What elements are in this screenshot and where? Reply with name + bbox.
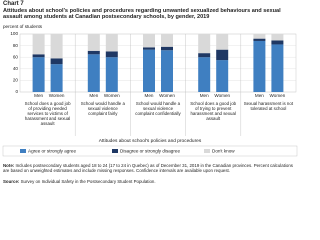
bar-segment — [143, 49, 155, 92]
group-label: School does a good job of trying to prev… — [190, 101, 237, 121]
note-text: Includes postsecondary students aged 18 … — [3, 163, 293, 174]
bar-segment — [161, 46, 173, 51]
legend-label: Disagree or strongly disagree — [120, 149, 180, 154]
bar-segment — [216, 34, 229, 50]
group-label: Sexual harassment is not tolerated at sc… — [243, 101, 294, 111]
bar-segment — [161, 34, 173, 47]
y-axis-title: percent of students — [3, 24, 43, 29]
x-tick-label: Women — [49, 93, 65, 98]
bar-segment — [87, 34, 100, 51]
legend-swatch — [204, 149, 210, 153]
x-tick-label: Men — [34, 93, 43, 98]
bar-segment — [161, 50, 173, 92]
bar-segment — [50, 34, 63, 59]
bar-segment — [105, 34, 118, 52]
legend-label: Agree or strongly agree — [28, 149, 76, 154]
x-tick-label: Women — [270, 93, 286, 98]
chart-number: Chart 7 — [3, 1, 24, 7]
source-text: Survey on Individual Safety in the Posts… — [20, 179, 156, 184]
source: Source: Survey on Individual Safety in t… — [3, 179, 297, 184]
bar-segment — [32, 57, 45, 92]
bar-segment — [198, 57, 211, 92]
x-axis-title: Attitudes about school's policies and pr… — [98, 139, 202, 144]
bar-segment — [253, 38, 266, 41]
legend-swatch — [20, 149, 26, 153]
bar-segment — [198, 53, 211, 58]
bar-segment — [143, 47, 155, 50]
x-tick-label: Women — [214, 93, 230, 98]
bar-segment — [253, 34, 266, 39]
bar-segment — [216, 60, 229, 92]
bar-segment — [198, 34, 211, 54]
x-tick-label: Men — [89, 93, 98, 98]
bar-segment — [253, 40, 266, 92]
bar-segment — [271, 40, 284, 45]
bar-segment — [143, 34, 155, 48]
bar-segment — [32, 54, 45, 58]
x-tick-label: Women — [159, 93, 175, 98]
bar-segment — [50, 58, 63, 65]
y-tick-label: 0 — [15, 89, 18, 94]
group-label: School does a good job of providing need… — [24, 101, 71, 126]
bar-segment — [271, 44, 284, 92]
x-tick-label: Women — [104, 93, 120, 98]
bar-segment — [271, 34, 284, 41]
y-tick-label: 100 — [10, 31, 18, 36]
bar-segment — [105, 51, 118, 58]
bar-segment — [50, 64, 63, 92]
x-tick-label: Men — [200, 93, 209, 98]
legend-swatch — [112, 149, 118, 153]
bar-segment — [32, 34, 45, 55]
bar-segment — [87, 50, 100, 55]
y-tick-label: 80 — [13, 43, 19, 48]
bar-segment — [87, 54, 100, 92]
chart-title: Attitudes about school's policies and pr… — [3, 8, 281, 21]
y-tick-label: 40 — [13, 66, 19, 71]
note-label: Note: — [3, 163, 15, 168]
bar-segment — [105, 57, 118, 92]
legend-label: Don't know — [212, 149, 235, 154]
source-label: Source: — [3, 179, 20, 184]
legend-box — [2, 145, 298, 157]
note: Note: Includes postsecondary students ag… — [3, 163, 297, 173]
page: {"chart_data": {"type": "stacked-bar", "… — [2, 1, 298, 184]
y-tick-label: 20 — [13, 78, 19, 83]
group-label: School would handle a sexual violence co… — [135, 101, 181, 116]
chart: 0 20 40 60 80 100 Men Women Men Women Men Women Men W… — [2, 31, 298, 157]
bar-segment — [216, 49, 229, 61]
x-tick-label: Men — [145, 93, 154, 98]
x-tick-label: Men — [255, 93, 264, 98]
group-label: School would handle a sexual violence co… — [80, 101, 125, 116]
y-tick-label: 60 — [13, 54, 19, 59]
